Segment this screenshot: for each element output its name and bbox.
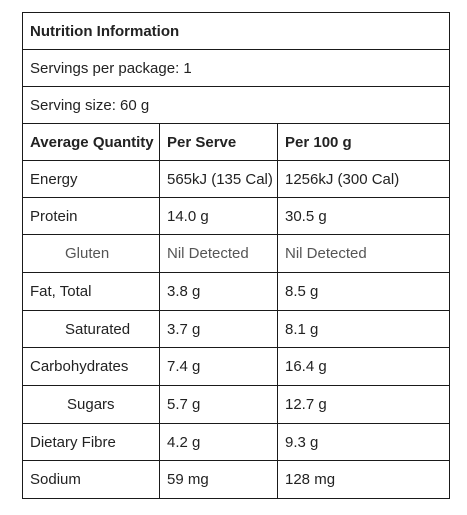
sodium-per-100g: 128 mg bbox=[277, 460, 450, 499]
saturated-per-serve: 3.7 g bbox=[159, 310, 278, 348]
row-label-dietary-fibre: Dietary Fibre bbox=[22, 423, 160, 461]
sugars-per-serve: 5.7 g bbox=[159, 385, 278, 424]
table-row: Saturated 3.7 g 8.1 g bbox=[22, 310, 450, 348]
row-label-saturated: Saturated bbox=[22, 310, 160, 348]
servings-per-package: Servings per package: 1 bbox=[22, 49, 450, 87]
table-row: Carbohydrates 7.4 g 16.4 g bbox=[22, 347, 450, 386]
dietary-fibre-per-serve: 4.2 g bbox=[159, 423, 278, 461]
table-row: Protein 14.0 g 30.5 g bbox=[22, 197, 450, 235]
saturated-per-100g: 8.1 g bbox=[277, 310, 450, 348]
protein-per-100g: 30.5 g bbox=[277, 197, 450, 235]
energy-per-100g: 1256kJ (300 Cal) bbox=[277, 160, 450, 198]
energy-per-serve: 565kJ (135 Cal) bbox=[159, 160, 278, 198]
table-row: Fat, Total 3.8 g 8.5 g bbox=[22, 272, 450, 311]
sodium-per-serve: 59 mg bbox=[159, 460, 278, 499]
dietary-fibre-per-100g: 9.3 g bbox=[277, 423, 450, 461]
row-label-fat-total: Fat, Total bbox=[22, 272, 160, 311]
carbohydrates-per-100g: 16.4 g bbox=[277, 347, 450, 386]
carbohydrates-per-serve: 7.4 g bbox=[159, 347, 278, 386]
sugars-per-100g: 12.7 g bbox=[277, 385, 450, 424]
table-row: Energy 565kJ (135 Cal) 1256kJ (300 Cal) bbox=[22, 160, 450, 198]
fat-total-per-serve: 3.8 g bbox=[159, 272, 278, 311]
gluten-per-serve: Nil Detected bbox=[159, 234, 278, 273]
table-row: Sodium 59 mg 128 mg bbox=[22, 460, 450, 499]
table-row: Sugars 5.7 g 12.7 g bbox=[22, 385, 450, 424]
nutrition-table: Nutrition Information Servings per packa… bbox=[22, 12, 450, 499]
header-per-serve: Per Serve bbox=[159, 123, 278, 161]
header-per-100g: Per 100 g bbox=[277, 123, 450, 161]
table-title: Nutrition Information bbox=[22, 12, 450, 50]
row-label-protein: Protein bbox=[22, 197, 160, 235]
fat-total-per-100g: 8.5 g bbox=[277, 272, 450, 311]
nutrition-panel: Nutrition Information Servings per packa… bbox=[22, 12, 450, 499]
header-average-quantity: Average Quantity bbox=[22, 123, 160, 161]
row-label-sugars: Sugars bbox=[22, 385, 160, 424]
table-row: Gluten Nil Detected Nil Detected bbox=[22, 234, 450, 273]
protein-per-serve: 14.0 g bbox=[159, 197, 278, 235]
row-label-carbohydrates: Carbohydrates bbox=[22, 347, 160, 386]
table-row: Dietary Fibre 4.2 g 9.3 g bbox=[22, 423, 450, 461]
serving-size: Serving size: 60 g bbox=[22, 86, 450, 124]
gluten-per-100g: Nil Detected bbox=[277, 234, 450, 273]
row-label-sodium: Sodium bbox=[22, 460, 160, 499]
row-label-energy: Energy bbox=[22, 160, 160, 198]
row-label-gluten: Gluten bbox=[22, 234, 160, 273]
